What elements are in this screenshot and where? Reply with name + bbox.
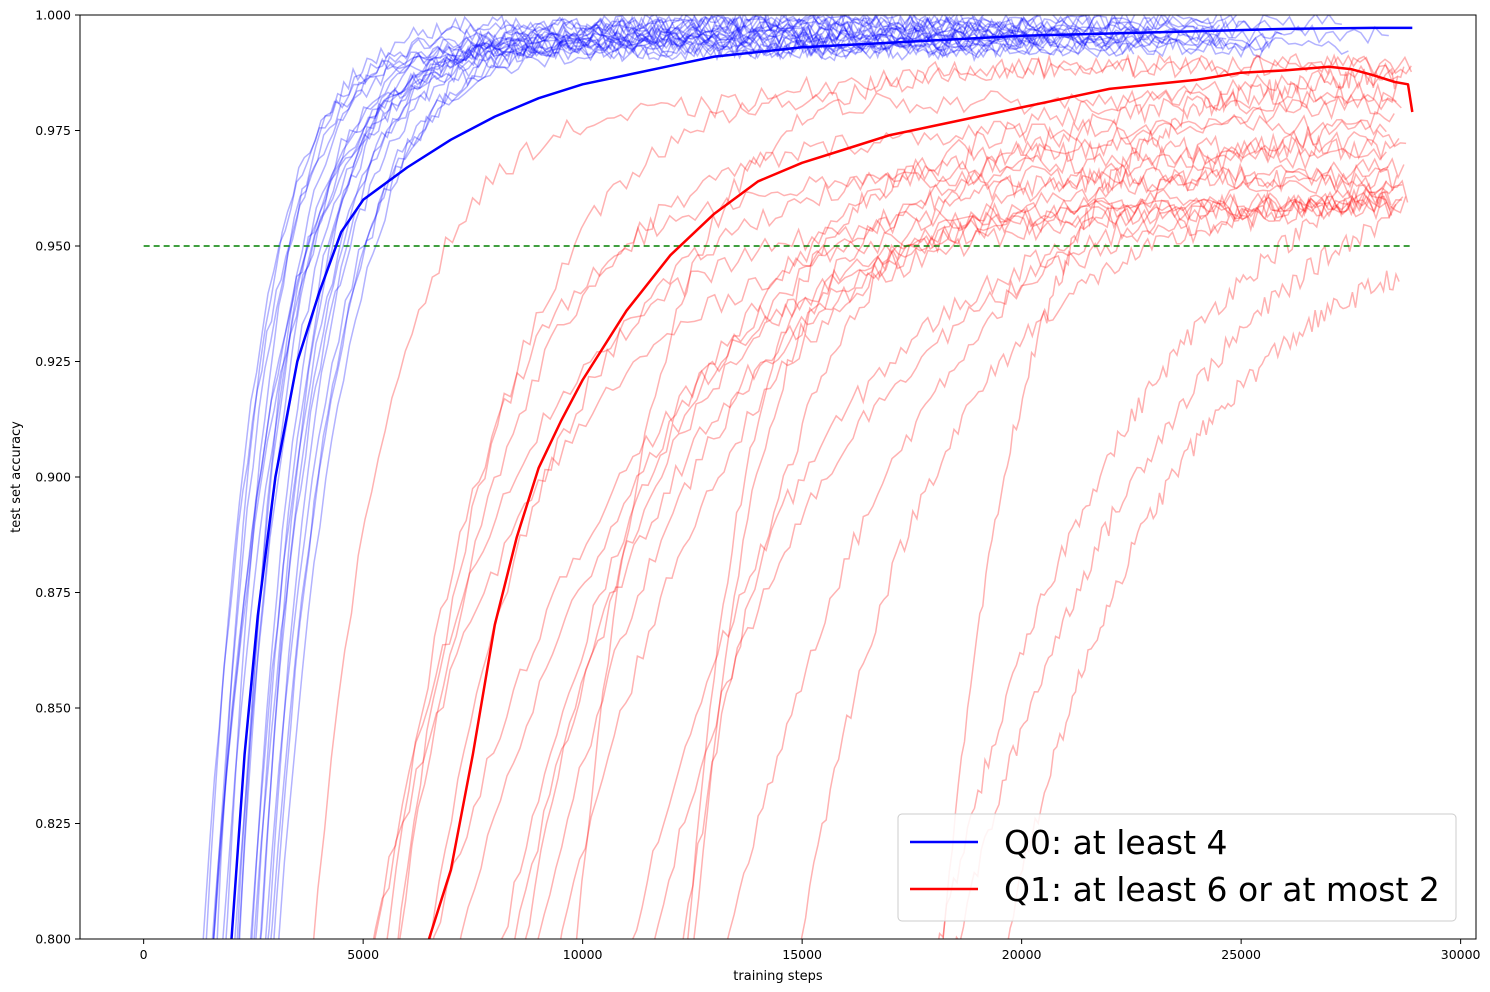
legend-box — [897, 813, 1457, 922]
run-line — [459, 91, 1397, 939]
individual-runs — [202, 15, 1413, 939]
run-line — [631, 179, 1409, 939]
run-line — [216, 38, 1135, 939]
x-tick-label: 10000 — [563, 947, 603, 962]
run-line — [250, 15, 1140, 939]
run-line — [501, 62, 1398, 939]
run-line — [273, 26, 1022, 939]
y-tick-label: 0.925 — [35, 354, 71, 369]
run-line — [524, 196, 1393, 939]
run-line — [270, 25, 1227, 939]
x-tick-label: 0 — [140, 947, 148, 962]
run-line — [213, 15, 1177, 939]
run-line — [236, 37, 1267, 939]
y-tick-label: 0.875 — [35, 585, 71, 600]
run-line — [432, 172, 1403, 939]
run-line — [278, 15, 1238, 939]
y-tick-label: 0.900 — [35, 470, 71, 485]
run-line — [259, 15, 1221, 939]
y-tick-label: 1.000 — [35, 8, 71, 23]
run-line — [575, 53, 1412, 939]
x-tick-label: 15000 — [782, 947, 822, 962]
y-tick-label: 0.800 — [35, 932, 71, 947]
run-line — [653, 190, 1407, 939]
run-line — [211, 19, 1272, 939]
y-tick-label: 0.950 — [35, 239, 71, 254]
x-axis: 0 5000 10000 15000 20000 25000 30000 — [140, 939, 1481, 962]
x-tick-label: 30000 — [1441, 947, 1481, 962]
y-axis-label: test set accuracy — [9, 421, 24, 533]
x-tick-label: 20000 — [1002, 947, 1042, 962]
run-line — [222, 28, 1223, 939]
run-line — [682, 80, 1398, 939]
run-line — [253, 16, 1047, 939]
run-line — [205, 32, 1142, 939]
run-line — [1007, 270, 1400, 939]
series-line-q1 — [427, 65, 1414, 939]
run-line — [726, 110, 1395, 939]
run-line — [514, 187, 1403, 939]
run-line — [560, 129, 1407, 939]
run-line — [259, 38, 1045, 939]
mean-series — [230, 26, 1414, 939]
y-tick-label: 0.850 — [35, 701, 71, 716]
x-tick-label: 5000 — [347, 947, 379, 962]
run-line — [955, 203, 1397, 939]
run-line — [687, 134, 1400, 939]
run-line — [800, 191, 1392, 939]
y-tick-label: 0.825 — [35, 816, 71, 831]
series-line-q0 — [230, 26, 1413, 939]
run-line — [386, 163, 1389, 939]
run-line — [693, 166, 1398, 939]
run-line — [251, 31, 1087, 939]
run-line — [942, 66, 1405, 939]
y-tick-label: 0.975 — [35, 123, 71, 138]
run-line — [312, 89, 1402, 939]
legend-label-q1: Q1: at least 6 or at most 2 — [1004, 870, 1440, 909]
legend: Q0: at least 4 Q1: at least 6 or at most… — [897, 813, 1457, 922]
run-line — [255, 42, 989, 939]
run-line — [238, 23, 1198, 939]
run-line — [267, 15, 1343, 939]
run-line — [374, 192, 1404, 939]
legend-label-q0: Q0: at least 4 — [1004, 823, 1228, 862]
run-line — [225, 15, 985, 939]
run-line — [238, 23, 1389, 939]
run-line — [264, 36, 1349, 939]
run-line — [212, 30, 1269, 939]
y-axis: 0.800 0.825 0.850 0.875 0.900 0.925 0.950 0.975… — [35, 8, 80, 947]
run-line — [202, 22, 971, 939]
x-tick-label: 25000 — [1221, 947, 1261, 962]
run-line — [372, 192, 1387, 939]
x-axis-label: training steps — [733, 969, 823, 984]
run-line — [234, 29, 1282, 939]
run-line — [429, 144, 1387, 939]
